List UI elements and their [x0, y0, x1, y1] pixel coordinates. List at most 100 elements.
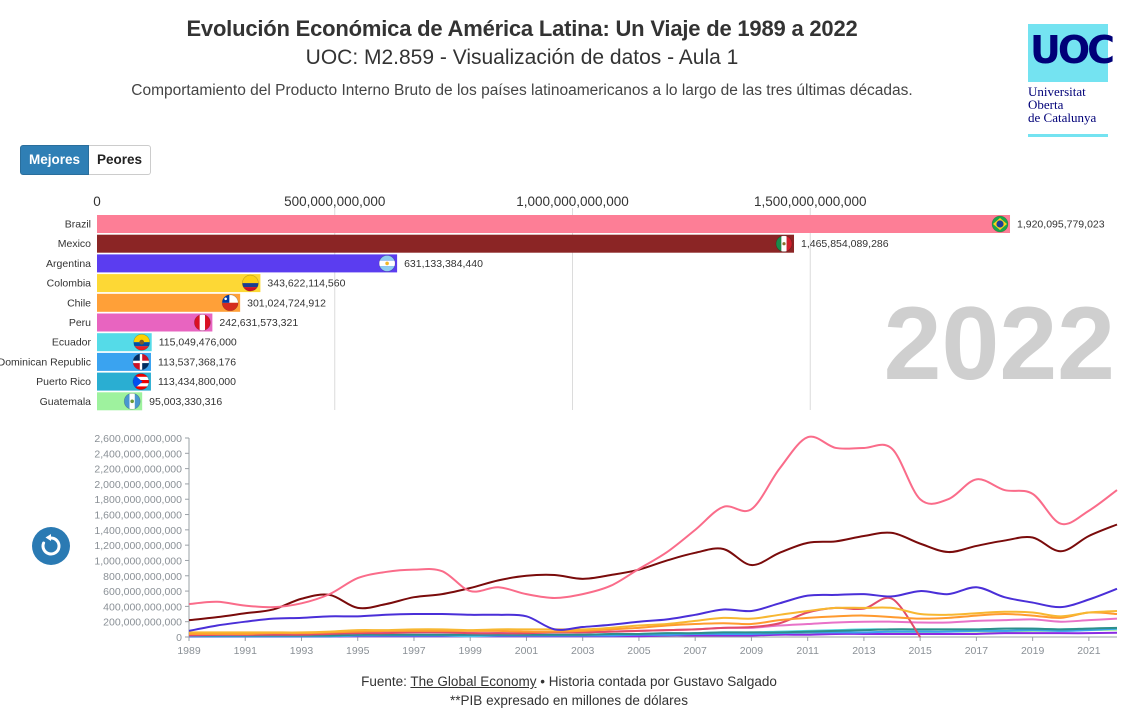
x-tick-label: 1993: [290, 645, 314, 657]
mexico-flag-icon: [776, 235, 793, 252]
series-line-3: [189, 606, 1118, 634]
y-tick-label: 2,200,000,000,000: [94, 464, 182, 476]
bar-value-label: 113,434,800,000: [158, 376, 236, 388]
logo-line-1: Universitat: [1028, 84, 1086, 99]
uoc-logo: UOC Universitat Oberta de Catalunya: [1028, 24, 1115, 142]
bar-value-label: 95,003,330,316: [149, 396, 222, 408]
puertorico-flag-icon: [132, 373, 149, 390]
x-tick-label: 2007: [684, 645, 708, 657]
page-description: Comportamiento del Producto Interno Brut…: [131, 82, 913, 99]
best-button[interactable]: Mejores: [20, 145, 90, 175]
guatemala-flag-icon: [124, 393, 141, 410]
bar-argentina: [97, 254, 398, 273]
bar-value-label: 242,631,573,321: [219, 317, 298, 329]
source-line: Fuente: The Global Economy • Historia co…: [0, 672, 1128, 691]
y-tick-label: 0: [176, 632, 182, 644]
x-tick-label: 1999: [459, 645, 483, 657]
bar-country-label: Mexico: [58, 238, 91, 250]
series-line-7: [189, 626, 1118, 637]
page-title: Evolución Económica de América Latina: U…: [186, 16, 858, 41]
replay-button[interactable]: [32, 527, 70, 565]
dominican-flag-icon: [132, 353, 149, 370]
bar-country-label: Brazil: [65, 219, 91, 231]
footer-note: **PIB expresado en millones de dólares: [450, 693, 688, 708]
logo-line-3: de Catalunya: [1028, 110, 1097, 125]
bar-country-label: Peru: [69, 317, 91, 329]
logo-mark: UOC: [1030, 28, 1115, 72]
bar-peru: [97, 313, 213, 332]
chile-flag-icon: [222, 294, 239, 311]
bar-brazil: [97, 215, 1011, 233]
y-tick-label: 600,000,000,000: [103, 586, 182, 598]
y-tick-label: 200,000,000,000: [103, 617, 182, 629]
x-tick-label: 2003: [571, 645, 595, 657]
y-tick-label: 2,000,000,000,000: [94, 479, 182, 491]
bar-country-label: Guatemala: [40, 396, 92, 408]
bar-value-label: 1,920,095,779,023: [1017, 219, 1105, 231]
x-tick-label: 2015: [908, 645, 932, 657]
source-prefix: Fuente:: [361, 674, 411, 689]
bar-chart-race: 2022 0 500,000,000,000 1,000,000,000,000 1,5…: [0, 194, 1115, 411]
x-tick-label: 2019: [1021, 645, 1045, 657]
logo-line-2: Oberta: [1028, 97, 1064, 112]
series-line-0: [188, 435, 1118, 609]
series-line-1: [188, 523, 1118, 622]
best-worst-toggle: Mejores Peores: [20, 145, 152, 175]
x-tick-label: 2005: [627, 645, 651, 657]
y-tick-label: 800,000,000,000: [103, 571, 182, 583]
bar-chile: [97, 293, 241, 312]
y-tick-label: 1,800,000,000,000: [94, 494, 182, 506]
series-line-4: [189, 611, 1118, 635]
bar-x-tick-label: 1,500,000,000,000: [754, 194, 867, 209]
x-tick-label: 1991: [234, 645, 258, 657]
x-tick-label: 2013: [852, 645, 876, 657]
bar-value-label: 631,133,384,440: [404, 258, 483, 270]
bar-value-label: 301,024,724,912: [247, 297, 326, 309]
x-tick-label: 1997: [402, 645, 426, 657]
y-tick-label: 400,000,000,000: [103, 601, 182, 613]
bar-country-label: Colombia: [47, 278, 92, 290]
bar-value-label: 1,465,854,089,286: [801, 238, 889, 250]
bar-x-tick-label: 500,000,000,000: [284, 194, 385, 209]
bar-country-label: Dominican Republic: [0, 356, 91, 368]
page-subtitle: UOC: M2.859 - Visualización de datos - A…: [305, 46, 739, 69]
y-tick-label: 2,600,000,000,000: [94, 433, 182, 445]
logo-underline: [1028, 134, 1108, 137]
bar-country-label: Puerto Rico: [36, 376, 91, 388]
x-tick-label: 2017: [965, 645, 989, 657]
source-link[interactable]: The Global Economy: [410, 674, 537, 689]
ecuador-flag-icon: [133, 334, 150, 351]
x-tick-label: 1995: [346, 645, 370, 657]
y-tick-label: 1,600,000,000,000: [94, 510, 182, 522]
bar-value-label: 343,622,114,560: [267, 278, 345, 290]
logo-text: Universitat Oberta de Catalunya: [1028, 85, 1108, 124]
worst-button[interactable]: Peores: [89, 145, 152, 175]
source-suffix: • Historia contada por Gustavo Salgado: [536, 674, 777, 689]
bar-country-label: Argentina: [46, 258, 91, 270]
bar-colombia: [97, 274, 261, 293]
replay-icon: [41, 534, 61, 556]
x-tick-label: 2011: [796, 645, 819, 657]
bar-country-label: Ecuador: [52, 337, 92, 349]
bar-value-label: 115,049,476,000: [159, 337, 237, 349]
year-watermark: 2022: [884, 286, 1115, 402]
gdp-line-chart: 0 200,000,000,000 400,000,000,000 600,000,0…: [94, 433, 1118, 657]
bar-value-label: 113,537,368,176: [158, 356, 236, 368]
y-tick-label: 1,400,000,000,000: [94, 525, 182, 537]
y-tick-label: 1,200,000,000,000: [94, 540, 182, 552]
footer: Fuente: The Global Economy • Historia co…: [0, 672, 1128, 710]
x-tick-label: 2021: [1077, 645, 1101, 657]
header: Evolución Económica de América Latina: U…: [0, 16, 1044, 100]
brazil-flag-icon: [992, 216, 1009, 232]
series-line-2: [188, 586, 1118, 632]
peru-flag-icon: [194, 314, 211, 331]
colombia-flag-icon: [242, 275, 259, 292]
bar-x-tick-label: 1,000,000,000,000: [516, 194, 629, 209]
logo-mark-box: UOC: [1028, 24, 1115, 82]
bar-x-tick-label: 0: [93, 194, 101, 209]
bar-country-label: Chile: [67, 297, 91, 309]
y-tick-label: 1,000,000,000,000: [94, 555, 182, 567]
argentina-flag-icon: [379, 255, 396, 272]
x-tick-label: 1989: [177, 645, 201, 657]
x-tick-label: 2009: [740, 645, 764, 657]
